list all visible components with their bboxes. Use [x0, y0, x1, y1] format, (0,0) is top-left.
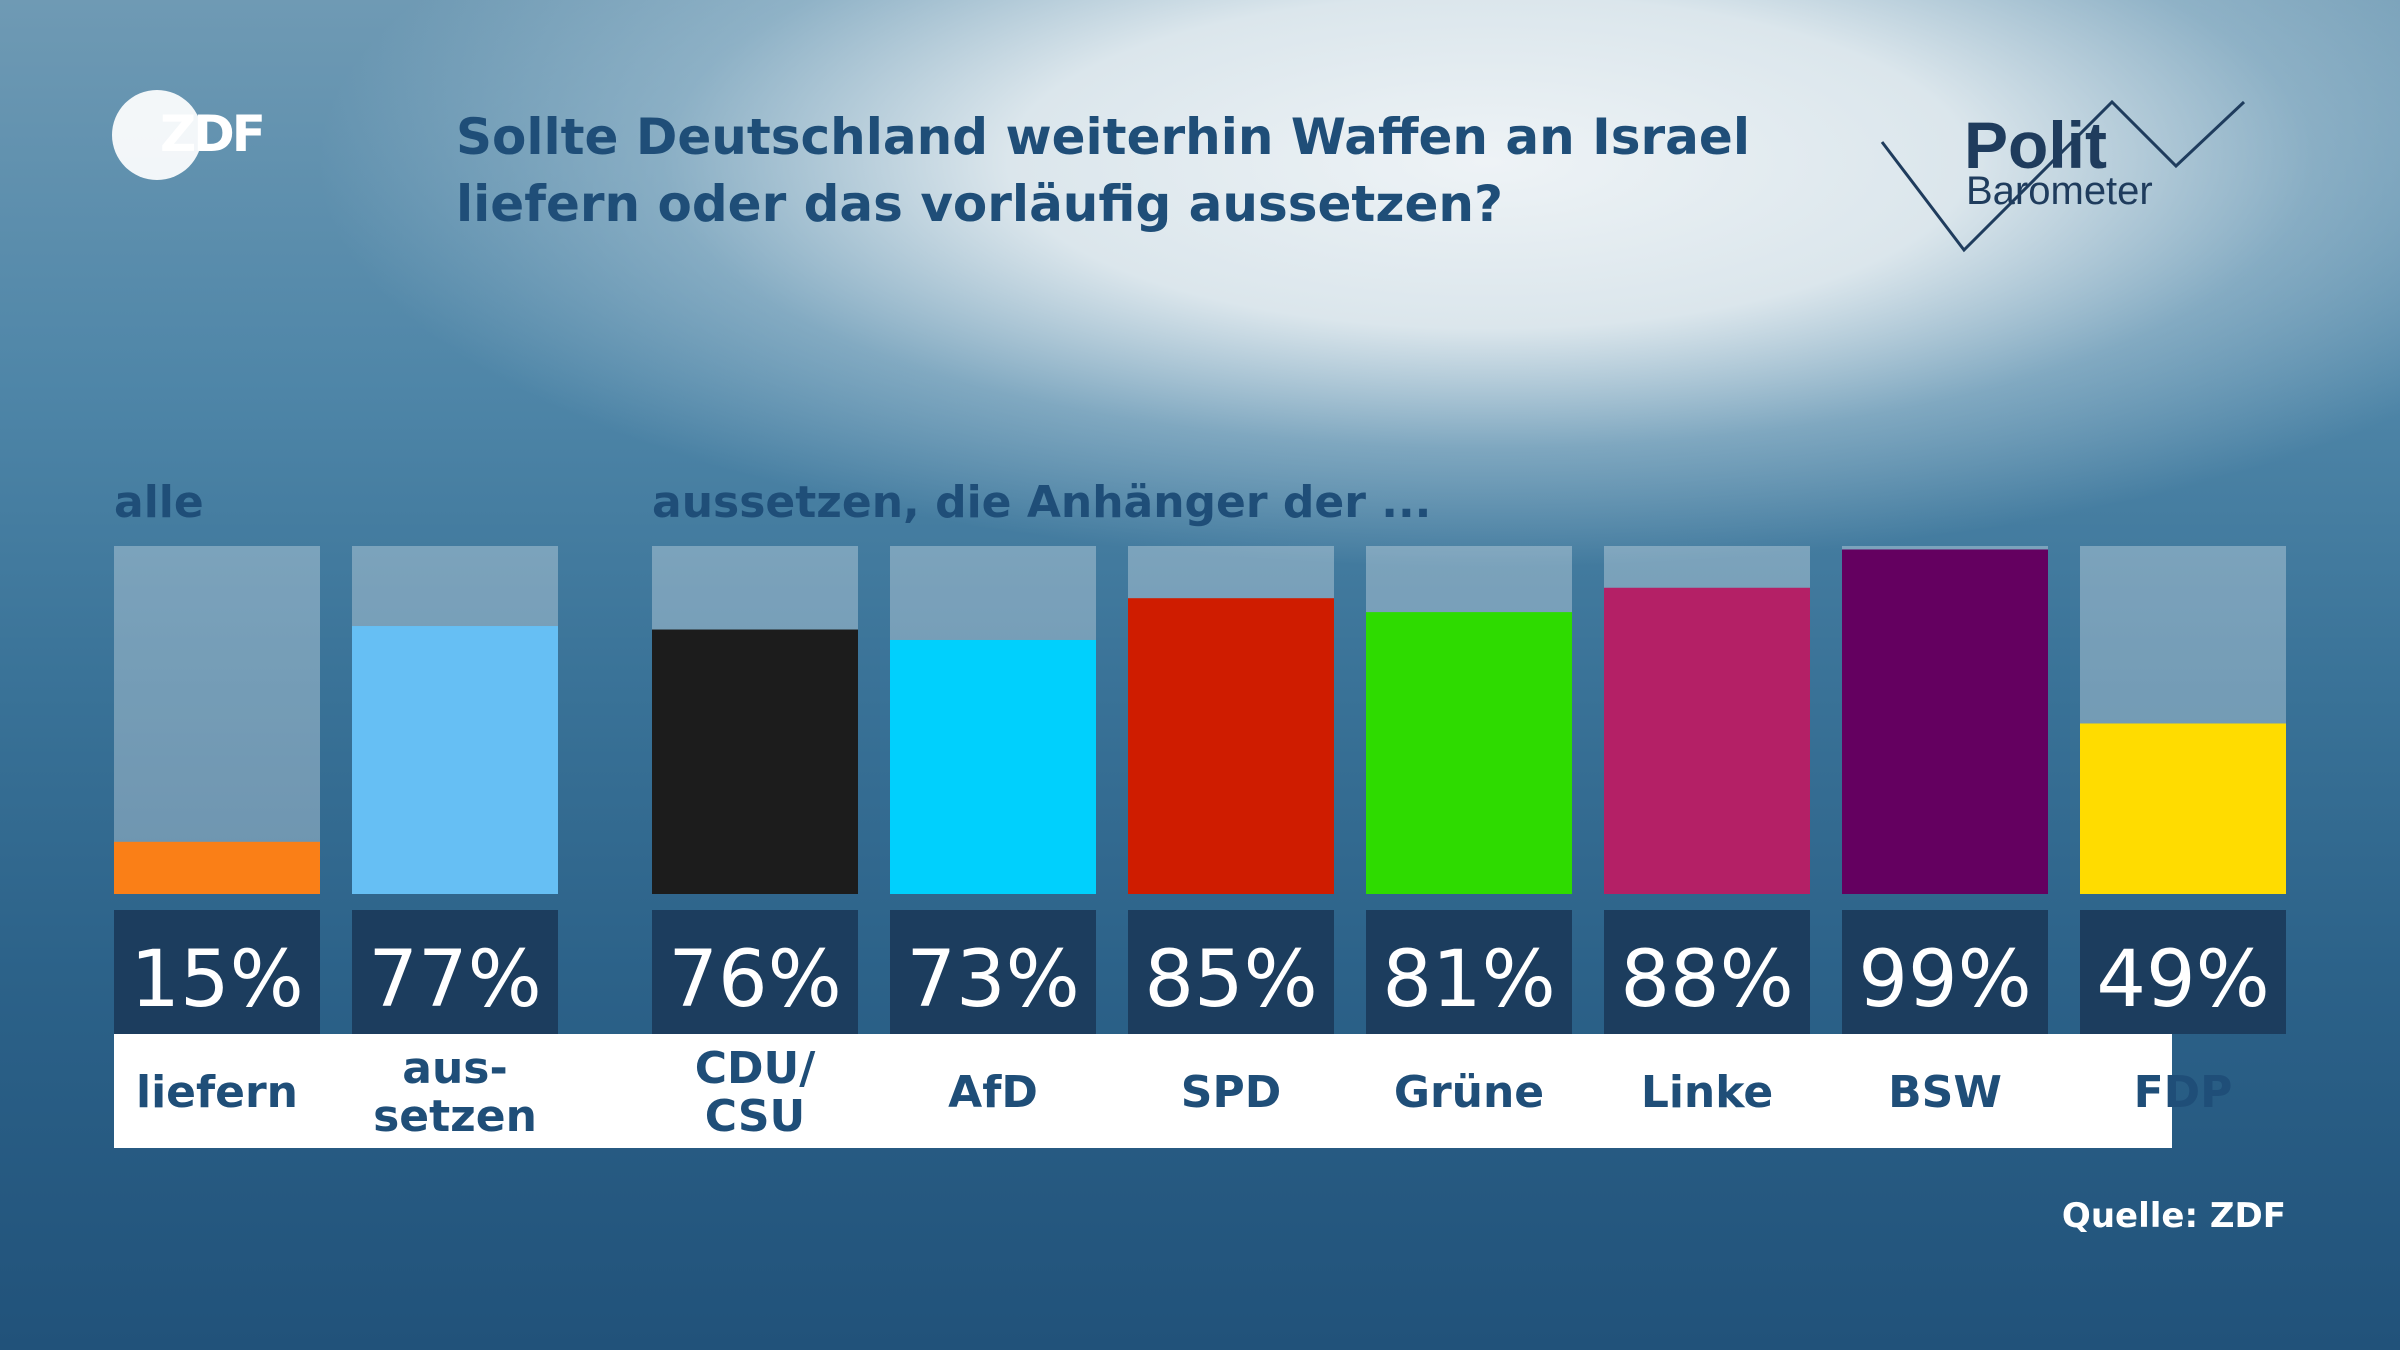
bar — [1128, 598, 1334, 894]
politbarometer-logo-barometer: Barometer — [1966, 169, 2153, 213]
value-label: 88% — [1620, 935, 1793, 1025]
bar-track — [114, 546, 320, 894]
value-label-box — [890, 910, 1096, 1034]
value-label: 81% — [1382, 935, 1555, 1025]
category-label: Grüne — [1394, 1067, 1544, 1118]
zdf-logo-circle — [112, 90, 202, 180]
politbarometer-zigzag-icon — [1880, 99, 2246, 253]
value-label-box — [1128, 910, 1334, 1034]
value-label: 77% — [368, 935, 541, 1025]
value-label-box — [114, 910, 320, 1034]
group-label-all: alle — [114, 477, 204, 528]
category-label: BSW — [1888, 1067, 2002, 1118]
bar — [1366, 612, 1572, 894]
value-label-box — [2080, 910, 2286, 1034]
category-label: CDU/ — [695, 1043, 817, 1094]
bar — [1842, 549, 2048, 894]
zdf-logo-text: ZDF — [160, 105, 266, 163]
category-label: aus- — [402, 1043, 507, 1094]
bar — [1604, 587, 1810, 894]
value-label-box — [652, 910, 858, 1034]
chart-title: Sollte Deutschland weiterhin Waffen an I… — [456, 108, 1750, 233]
value-label: 76% — [668, 935, 841, 1025]
zdf-logo: ZDF — [112, 90, 272, 180]
value-label: 73% — [906, 935, 1079, 1025]
politbarometer-logo: Polit Barometer — [1880, 96, 2250, 256]
group-label-parties: aussetzen, die Anhänger der ... — [652, 477, 1432, 528]
bar — [890, 639, 1096, 894]
category-label-band — [114, 1034, 2172, 1148]
category-label: liefern — [136, 1067, 298, 1118]
bar — [652, 629, 858, 894]
value-label-box — [1366, 910, 1572, 1034]
bar — [2080, 723, 2286, 894]
bar — [114, 841, 320, 894]
value-label: 49% — [2096, 935, 2269, 1025]
category-label: Linke — [1641, 1067, 1773, 1118]
value-label-box — [1604, 910, 1810, 1034]
category-label: AfD — [948, 1067, 1038, 1118]
value-label: 15% — [130, 935, 303, 1025]
category-label: CSU — [705, 1091, 806, 1142]
category-label: FDP — [2134, 1067, 2233, 1118]
value-label-box — [1842, 910, 2048, 1034]
value-label: 85% — [1144, 935, 1317, 1025]
value-label: 99% — [1858, 935, 2031, 1025]
bar — [352, 626, 558, 894]
source-note: Quelle: ZDF — [2061, 1196, 2286, 1236]
value-label-box — [352, 910, 558, 1034]
category-label: SPD — [1181, 1067, 1281, 1118]
politbarometer-logo-polit: Polit — [1964, 108, 2107, 182]
category-label: setzen — [373, 1091, 537, 1142]
